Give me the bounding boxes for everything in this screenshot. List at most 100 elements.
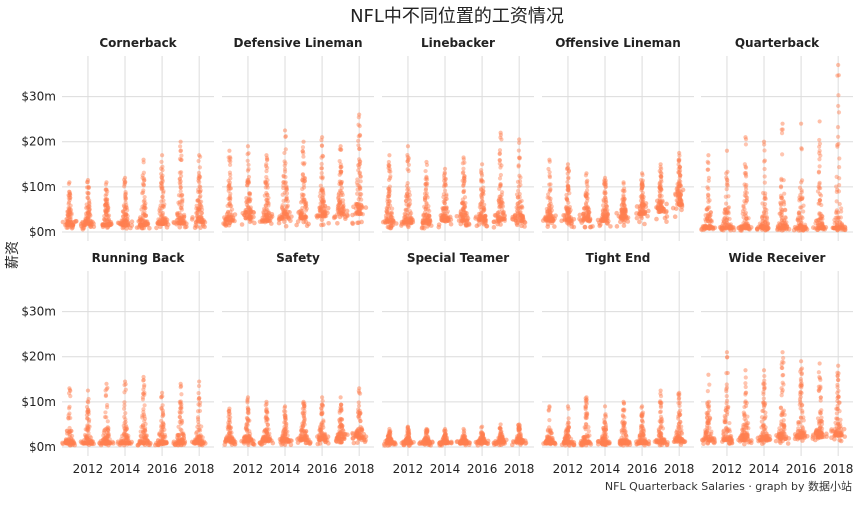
- salary-point: [175, 218, 180, 223]
- salary-point: [89, 440, 94, 445]
- salary-point: [320, 162, 324, 166]
- salary-point: [673, 214, 678, 219]
- salary-point: [404, 202, 408, 206]
- salary-point: [404, 208, 408, 212]
- salary-point: [520, 204, 524, 208]
- salary-point: [67, 190, 71, 194]
- salary-point: [142, 412, 146, 416]
- salary-point: [147, 226, 152, 231]
- salary-point: [228, 198, 232, 202]
- salary-point: [178, 402, 182, 406]
- salary-point: [84, 214, 88, 218]
- salary-point: [246, 180, 250, 184]
- salary-point: [321, 154, 325, 158]
- salary-point: [479, 188, 483, 192]
- x-tick-label: 2012: [393, 462, 424, 476]
- salary-point: [104, 415, 108, 419]
- salary-point: [179, 392, 183, 396]
- salary-point: [178, 171, 182, 175]
- salary-point: [294, 223, 299, 228]
- salary-point: [289, 214, 294, 219]
- salary-point: [106, 428, 110, 432]
- salary-point: [601, 198, 605, 202]
- salary-point: [162, 428, 166, 432]
- salary-point: [319, 412, 323, 416]
- salary-point: [228, 204, 232, 208]
- salary-point: [284, 430, 288, 434]
- salary-point: [336, 436, 341, 441]
- y-tick-label: $20m: [21, 135, 56, 149]
- salary-point: [577, 217, 582, 222]
- salary-point: [700, 226, 705, 231]
- salary-point: [245, 152, 249, 156]
- salary-point-max: [357, 113, 361, 117]
- salary-point: [674, 206, 679, 211]
- salary-point: [61, 220, 66, 225]
- salary-point: [300, 215, 305, 220]
- salary-point: [763, 181, 767, 185]
- salary-point: [318, 194, 322, 198]
- salary-point: [180, 432, 184, 436]
- salary-point: [798, 197, 802, 201]
- salary-point: [422, 226, 427, 231]
- salary-point: [300, 192, 304, 196]
- salary-point: [283, 161, 287, 165]
- salary-point: [320, 144, 324, 148]
- salary-point: [517, 200, 521, 204]
- salary-point: [641, 191, 645, 195]
- salary-point: [288, 438, 293, 443]
- salary-point: [723, 208, 727, 212]
- x-tick-label: 2016: [467, 462, 498, 476]
- salary-point: [321, 187, 325, 191]
- salary-point: [197, 391, 201, 395]
- salary-point: [160, 174, 164, 178]
- salary-point: [79, 441, 84, 446]
- salary-point: [798, 186, 802, 190]
- salary-point: [159, 406, 163, 410]
- salary-point: [196, 402, 200, 406]
- salary-point: [518, 155, 522, 159]
- salary-point-max: [67, 180, 71, 184]
- salary-point: [196, 179, 200, 183]
- facet-title: Cornerback: [99, 36, 177, 50]
- salary-point: [474, 214, 479, 219]
- salary-point-max: [160, 153, 164, 157]
- x-tick-label: 2016: [147, 462, 178, 476]
- salary-point: [103, 388, 107, 392]
- salary-point: [566, 184, 570, 188]
- salary-point: [818, 198, 822, 202]
- salary-point: [762, 210, 766, 214]
- salary-point: [228, 186, 232, 190]
- salary-point: [499, 204, 503, 208]
- salary-point: [302, 413, 306, 417]
- salary-point: [547, 182, 551, 186]
- salary-point: [198, 190, 202, 194]
- salary-point: [515, 205, 519, 209]
- salary-point: [339, 409, 343, 413]
- salary-point: [518, 175, 522, 179]
- salary-point: [705, 185, 709, 189]
- salary-point-max: [123, 379, 127, 383]
- salary-point: [281, 183, 285, 187]
- salary-point: [139, 430, 143, 434]
- salary-point: [159, 425, 163, 429]
- salary-point-max: [480, 162, 484, 166]
- salary-point: [622, 189, 626, 193]
- salary-point: [160, 439, 165, 444]
- salary-point: [605, 221, 610, 226]
- salary-point: [283, 135, 287, 139]
- salary-point: [303, 202, 307, 206]
- salary-point: [70, 434, 74, 438]
- salary-point: [706, 196, 710, 200]
- facet-title: Special Teamer: [407, 251, 509, 265]
- salary-point: [289, 442, 294, 447]
- salary-point: [356, 188, 360, 192]
- salary-point: [421, 220, 426, 225]
- salary-point: [65, 441, 70, 446]
- salary-point-max: [677, 151, 681, 155]
- salary-point: [678, 183, 682, 187]
- salary-point: [284, 147, 288, 151]
- salary-point-max: [640, 171, 644, 175]
- salary-point: [163, 433, 167, 437]
- salary-point: [178, 410, 182, 414]
